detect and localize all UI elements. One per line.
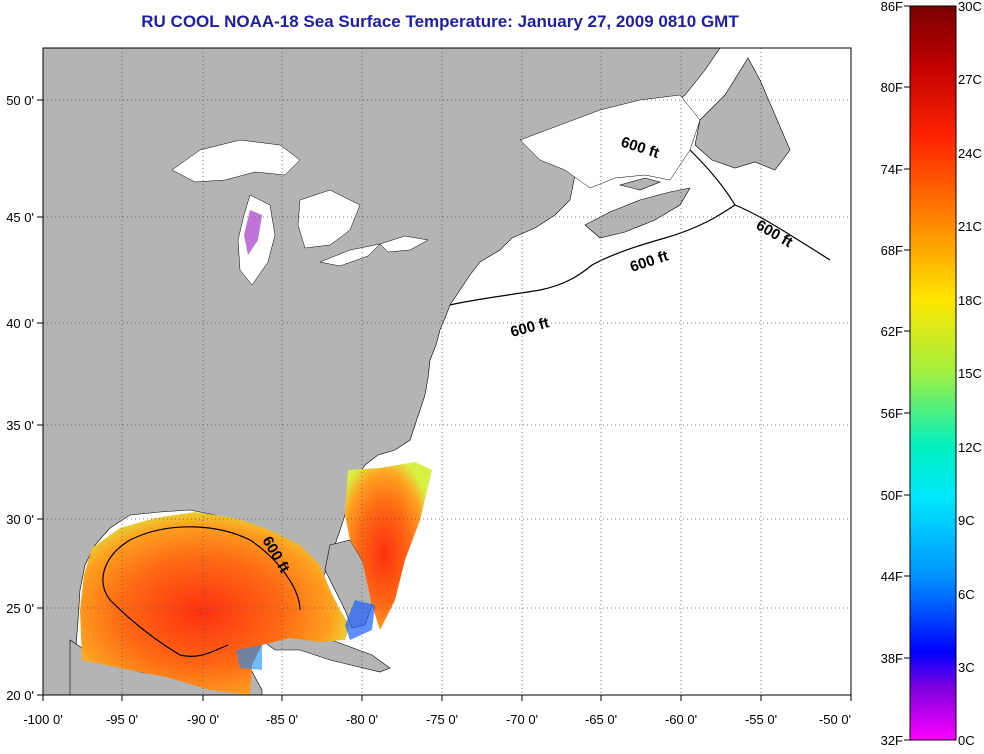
- c-label: 12C: [958, 440, 982, 455]
- axis-ticks: [37, 99, 852, 701]
- f-label: 32F: [881, 733, 903, 748]
- f-label: 68F: [881, 243, 903, 258]
- colorbar: [909, 5, 957, 741]
- f-label: 50F: [881, 488, 903, 503]
- sst-cool-patch: [236, 645, 262, 670]
- lon-label: -100 0': [23, 712, 62, 727]
- f-label: 38F: [881, 651, 903, 666]
- sst-gulf-of-mexico: [80, 512, 350, 695]
- lon-label: -50 0': [819, 712, 851, 727]
- c-label: 3C: [958, 660, 975, 675]
- lake-erie: [319, 243, 381, 267]
- lat-label: 30 0': [6, 512, 34, 527]
- lat-label: 35 0': [6, 418, 34, 433]
- colorbar-c-labels: 30C 27C 24C 21C 18C 15C 12C 9C 6C 3C 0C: [958, 0, 982, 748]
- c-label: 6C: [958, 587, 975, 602]
- land-pei: [618, 177, 661, 191]
- lon-label: -80 0': [346, 712, 378, 727]
- c-label: 24C: [958, 146, 982, 161]
- f-label: 86F: [881, 0, 903, 14]
- lon-label: -90 0': [187, 712, 219, 727]
- c-label: 0C: [958, 733, 975, 748]
- land-newfoundland: [694, 57, 791, 171]
- bathymetry-contour-600ft: [102, 149, 831, 657]
- lake-ontario: [379, 235, 429, 253]
- lake-huron: [297, 189, 361, 249]
- lat-label: 20 0': [6, 688, 34, 703]
- sst-atlantic-swath: [345, 462, 432, 630]
- sst-lake-michigan-cold: [244, 210, 262, 255]
- lon-label: -95 0': [106, 712, 138, 727]
- lat-label: 40 0': [6, 316, 34, 331]
- lat-label: 50 0': [6, 93, 34, 108]
- lon-label: -75 0': [426, 712, 458, 727]
- lon-label: -70 0': [506, 712, 538, 727]
- f-label: 56F: [881, 406, 903, 421]
- longitude-labels: -100 0' -95 0' -90 0' -85 0' -80 0' -75 …: [23, 712, 851, 727]
- c-label: 18C: [958, 293, 982, 308]
- f-label: 74F: [881, 162, 903, 177]
- f-label: 80F: [881, 80, 903, 95]
- graticule: [43, 48, 851, 695]
- lat-label: 25 0': [6, 601, 34, 616]
- land-nova-scotia: [584, 187, 691, 239]
- latitude-labels: 50 0' 45 0' 40 0' 35 0' 30 0' 25 0' 20 0…: [6, 93, 34, 703]
- lat-label: 45 0': [6, 210, 34, 225]
- lon-label: -85 0': [266, 712, 298, 727]
- map-title: RU COOL NOAA-18 Sea Surface Temperature:…: [141, 12, 739, 31]
- lon-label: -55 0': [745, 712, 777, 727]
- c-label: 15C: [958, 366, 982, 381]
- lon-label: -60 0': [665, 712, 697, 727]
- lake-superior: [171, 139, 301, 183]
- gulf-st-lawrence: [519, 94, 701, 189]
- c-label: 9C: [958, 513, 975, 528]
- sst-cool-shelf: [345, 600, 375, 640]
- lon-label: -65 0': [585, 712, 617, 727]
- map-frame: [42, 47, 852, 696]
- c-label: 21C: [958, 219, 982, 234]
- colorbar-ticks: [904, 5, 910, 741]
- c-label: 27C: [958, 72, 982, 87]
- f-label: 44F: [881, 569, 903, 584]
- c-label: 30C: [958, 0, 982, 14]
- colorbar-f-labels: 86F 80F 74F 68F 62F 56F 50F 44F 38F 32F: [881, 0, 903, 748]
- f-label: 62F: [881, 324, 903, 339]
